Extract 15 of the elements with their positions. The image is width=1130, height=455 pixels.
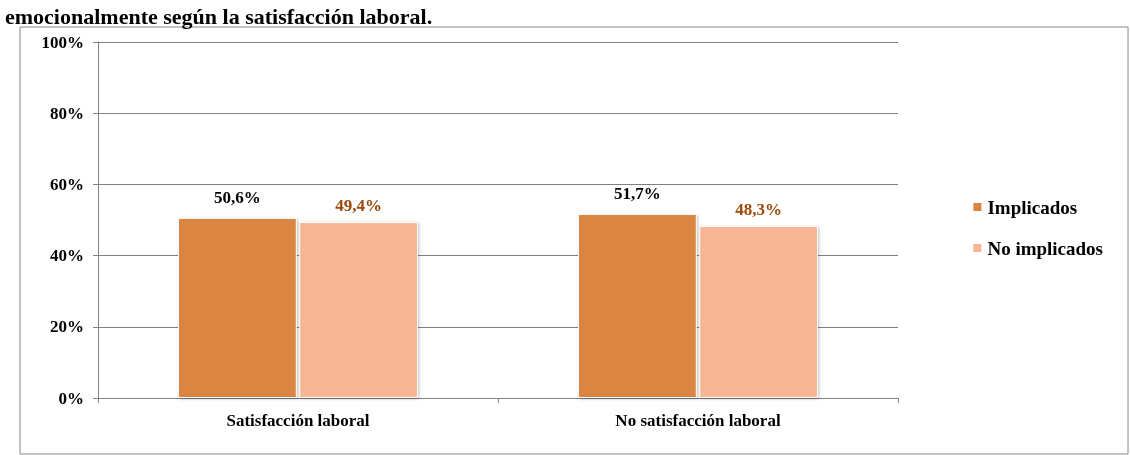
data-label: 48,3%	[735, 200, 782, 220]
legend-label: Implicados	[987, 196, 1078, 218]
y-tick-label: 40%	[50, 246, 84, 266]
y-tick-label: 80%	[50, 103, 84, 123]
chart-title: emocionalmente según la satisfacción laboral.	[5, 3, 433, 29]
legend-label: No implicados	[987, 237, 1104, 259]
y-tick-label: 20%	[50, 317, 84, 337]
data-label: 49,4%	[335, 196, 382, 216]
y-tick-label: 0%	[58, 388, 84, 408]
y-tick-label: 100%	[41, 32, 84, 52]
data-label: 51,7%	[614, 183, 661, 203]
x-tick-label: No satisfacción laboral	[615, 411, 781, 430]
x-tick-label: Satisfacción laboral	[226, 411, 370, 430]
data-label: 50,6%	[214, 187, 261, 207]
y-tick-label: 60%	[50, 174, 84, 194]
